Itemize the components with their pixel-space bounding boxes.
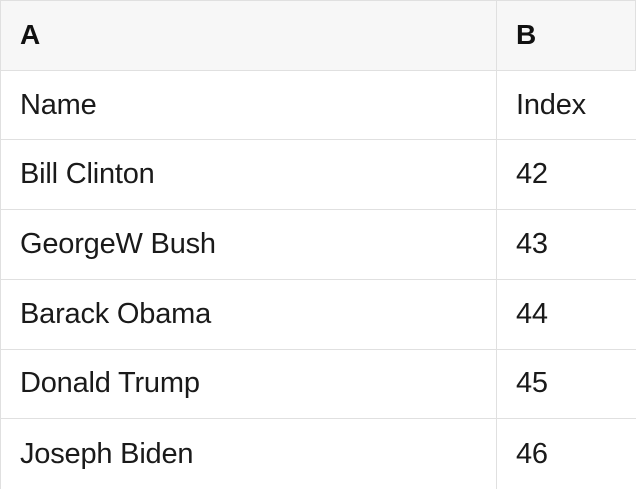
table-row: Donald Trump 45 [1, 349, 636, 420]
table-row: Name Index [1, 70, 636, 141]
cell-name[interactable]: GeorgeW Bush [1, 210, 497, 279]
cell-index[interactable]: 44 [516, 297, 548, 330]
cell-index-label[interactable]: Index [516, 88, 586, 121]
column-header-a[interactable]: A [1, 1, 497, 70]
table-row: Joseph Biden 46 [1, 419, 636, 489]
column-header-b[interactable]: B [516, 19, 537, 51]
cell-name[interactable]: Bill Clinton [1, 140, 497, 210]
cell-name[interactable]: Barack Obama [1, 279, 497, 349]
cell-name[interactable]: Joseph Biden [1, 419, 497, 489]
cell-name[interactable]: Donald Trump [1, 349, 497, 419]
table-row: GeorgeW Bush 43 [1, 210, 636, 280]
cell-index[interactable]: 43 [516, 227, 548, 260]
cell-index[interactable]: 46 [516, 437, 548, 470]
cell-index[interactable]: 42 [516, 158, 548, 191]
table-row: Bill Clinton 42 [1, 140, 636, 211]
table-row: Barack Obama 44 [1, 279, 636, 350]
cell-index[interactable]: 45 [516, 367, 548, 400]
column-header-row: A B [1, 1, 636, 71]
cell-name-label[interactable]: Name [1, 70, 497, 140]
